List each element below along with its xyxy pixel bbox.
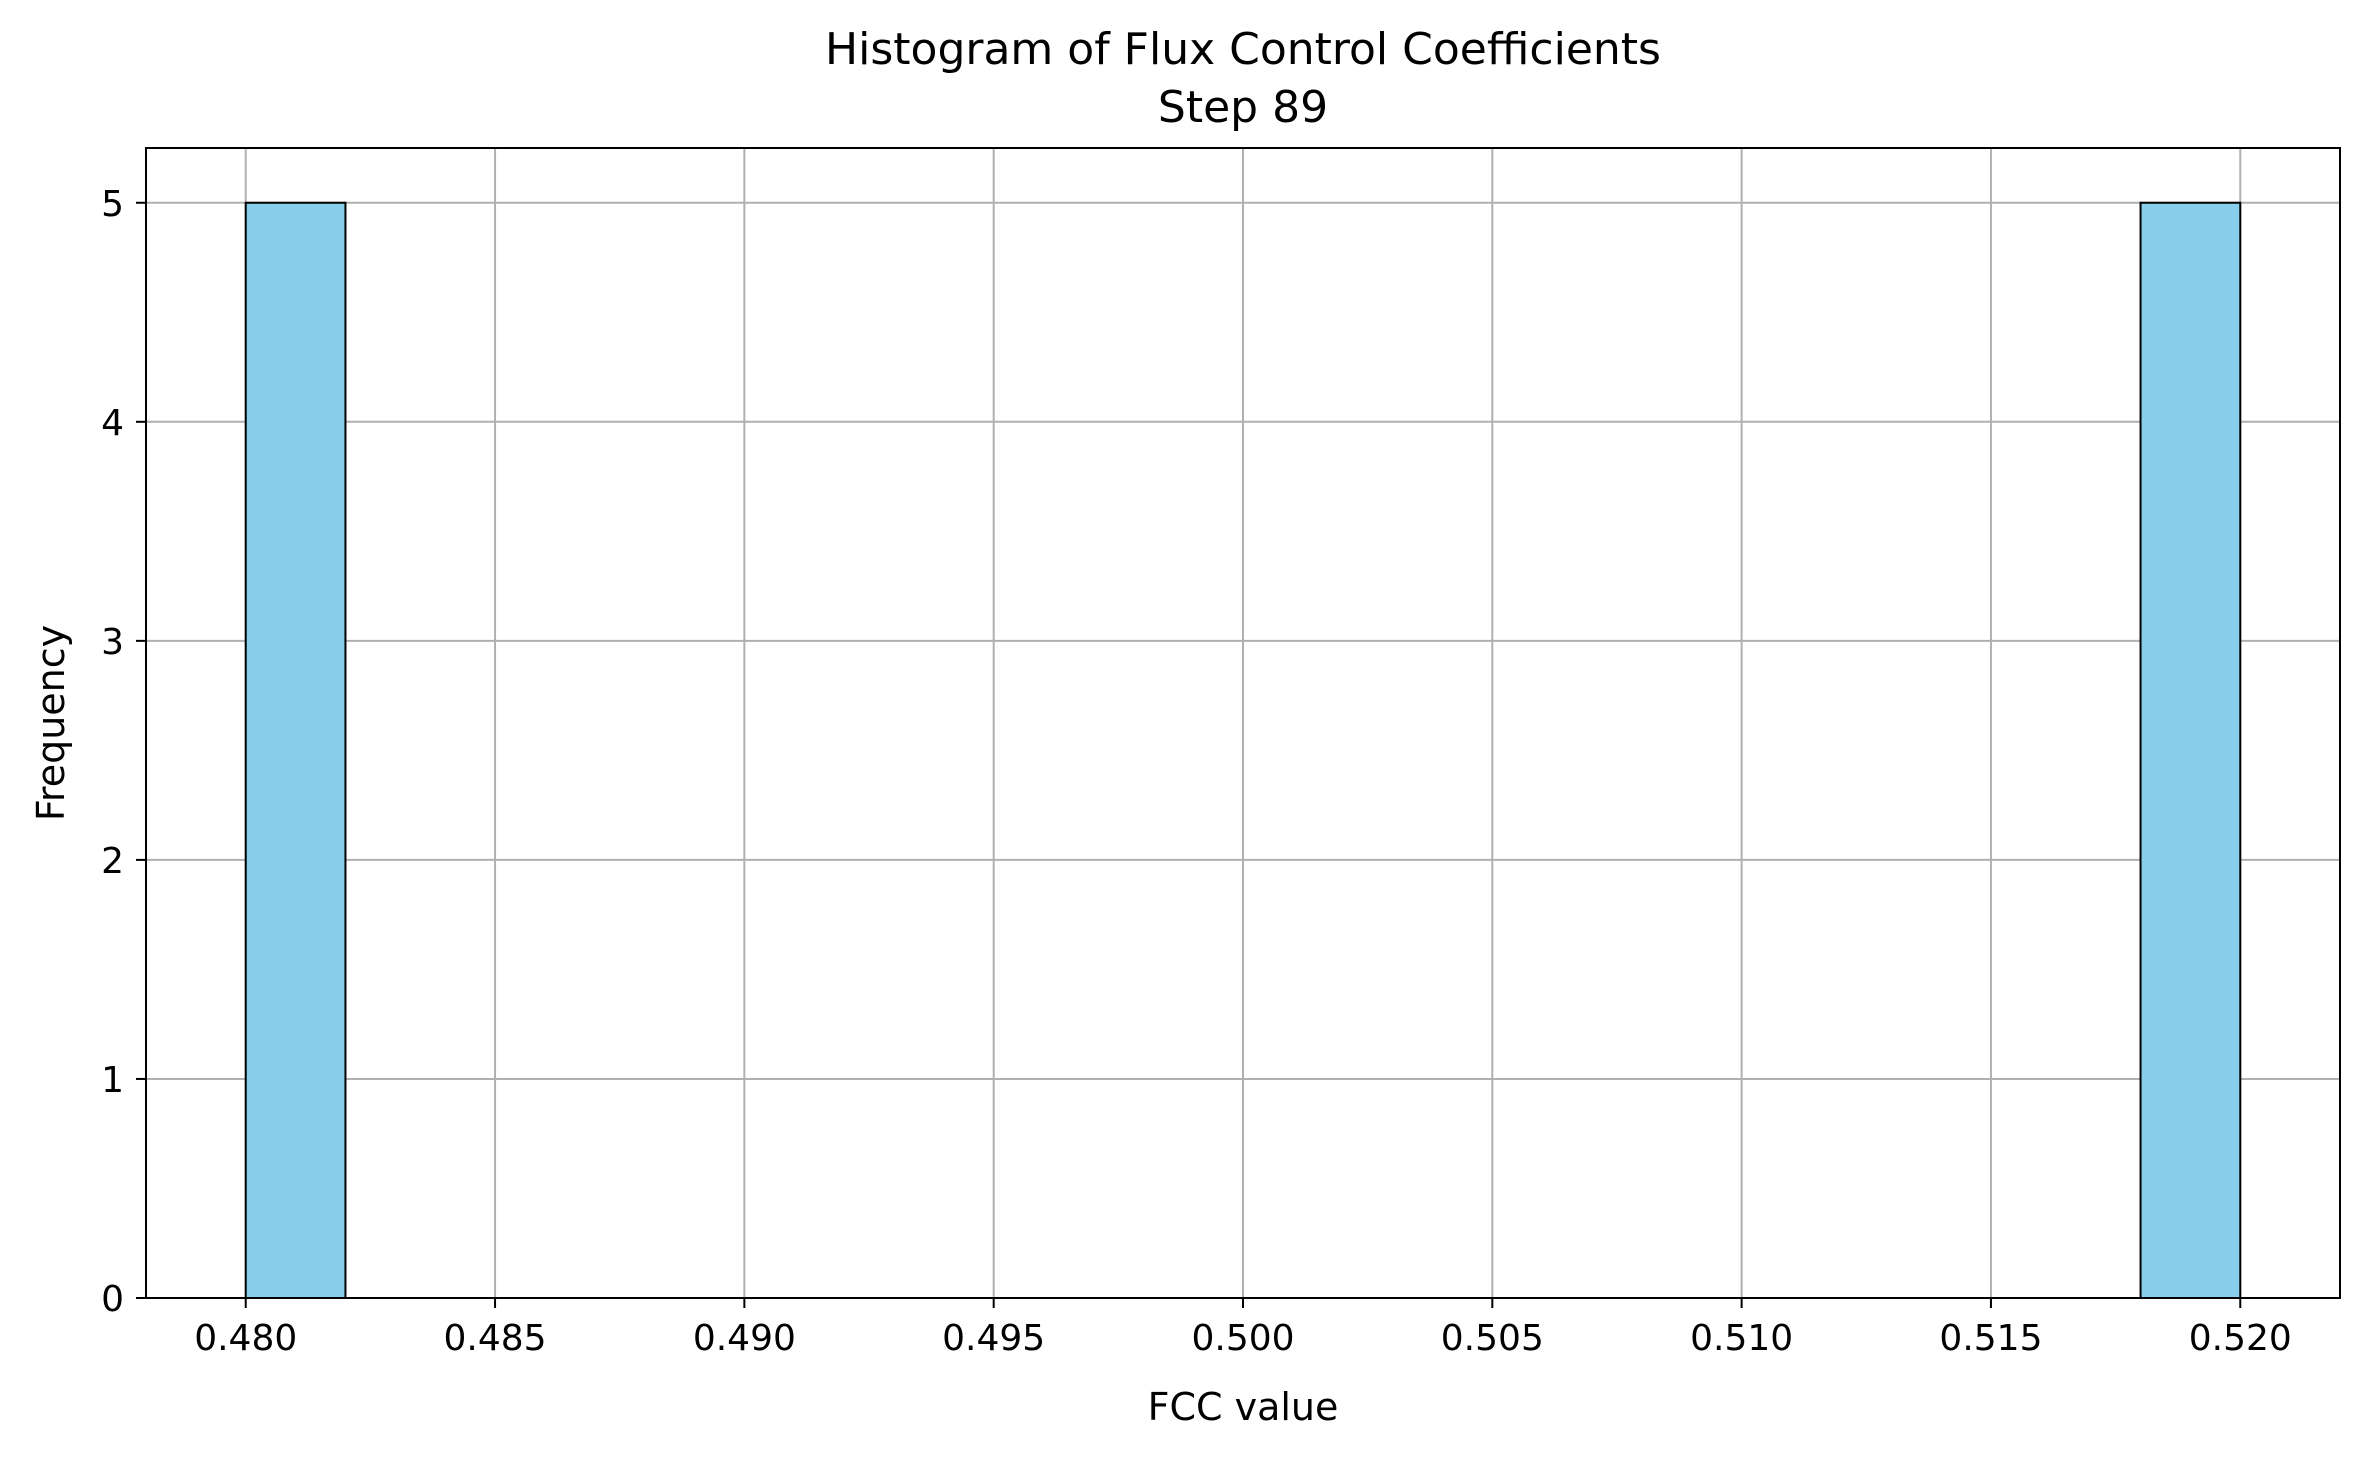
y-tick-label: 1 [101, 1060, 124, 1101]
grid-lines [146, 148, 2340, 1299]
x-tick-label: 0.495 [942, 1318, 1045, 1359]
bars [244, 201, 2242, 1299]
x-tick-label: 0.510 [1690, 1318, 1793, 1359]
y-axis-label: Frequency [29, 625, 73, 821]
x-tick-label: 0.505 [1441, 1318, 1544, 1359]
x-tick-label: 0.515 [1939, 1318, 2042, 1359]
x-tick-label: 0.500 [1191, 1318, 1294, 1359]
x-tick-label: 0.485 [444, 1318, 547, 1359]
y-tick-label: 4 [101, 403, 124, 444]
histogram-bar [2139, 201, 2242, 1299]
x-tick-label: 0.490 [693, 1318, 796, 1359]
x-tick-label: 0.480 [194, 1318, 297, 1359]
y-tick-label: 2 [101, 841, 124, 882]
y-tick-label: 5 [101, 184, 124, 225]
y-axis-ticks: 0 1 2 3 4 5 [101, 184, 146, 1320]
chart-subtitle: Step 89 [1158, 82, 1328, 133]
x-tick-label: 0.520 [2189, 1318, 2292, 1359]
histogram-bar [244, 201, 347, 1299]
x-axis-label: FCC value [1148, 1385, 1339, 1429]
y-tick-label: 0 [101, 1279, 124, 1320]
y-tick-label: 3 [101, 622, 124, 663]
chart-title: Histogram of Flux Control Coefficients [825, 24, 1661, 75]
x-axis-ticks: 0.480 0.485 0.490 0.495 0.500 0.505 0.510 0.515… [194, 1298, 2292, 1359]
